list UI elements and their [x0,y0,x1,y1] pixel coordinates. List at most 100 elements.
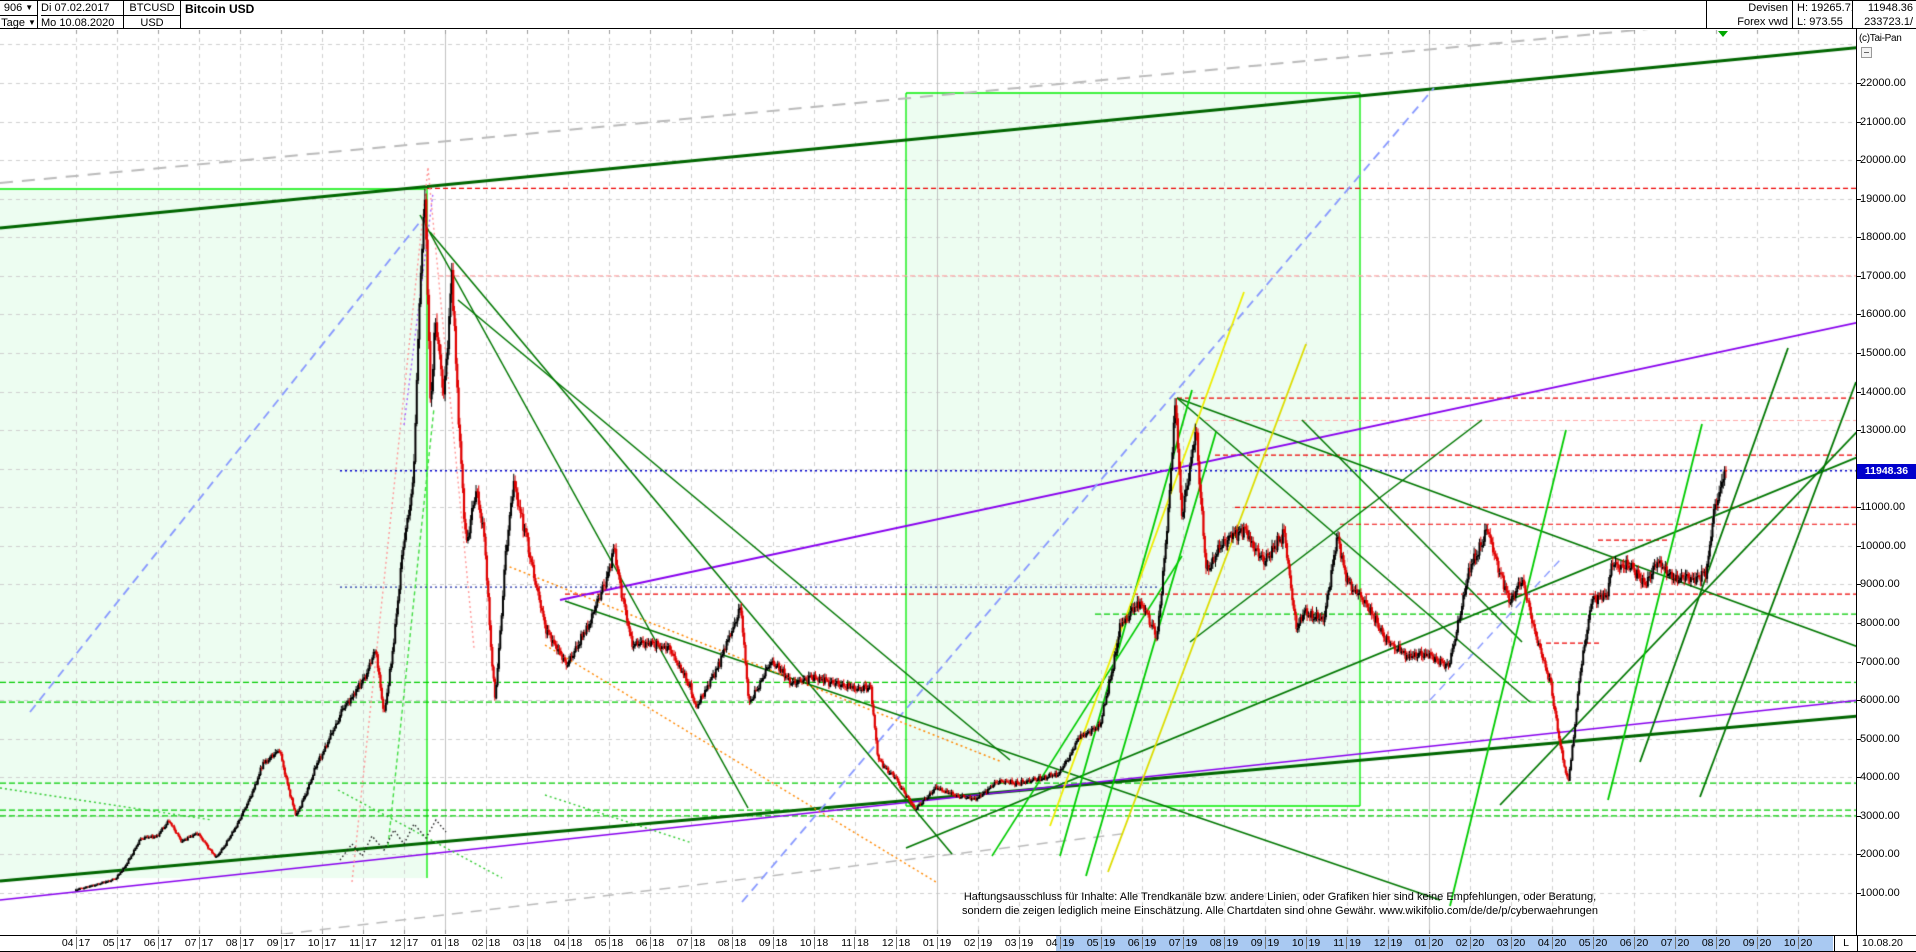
date-tick-label: 11 17 [349,937,377,949]
date-tick-label: 11 19 [1333,937,1361,949]
date-tick-label: 03 20 [1496,937,1526,949]
date-tick-label: 10 18 [799,937,829,949]
copyright-label: (c)Tai-Pan [1859,33,1902,44]
price-tick-label: 20000.00 [1857,154,1916,167]
disclaimer-text: Haftungsausschluss für Inhalte: Alle Tre… [880,891,1680,918]
date-tick-label: 04 18 [553,937,583,949]
date-tick-label: 08 18 [717,937,747,949]
date-tick-label: 11 18 [841,937,869,949]
date-tick-label: 08 19 [1209,937,1239,949]
date-tick-label: 06 18 [635,937,665,949]
date-tick-label: 09 19 [1250,937,1280,949]
source-line2: Forex vwd [1737,16,1788,28]
price-tick-label: 13000.00 [1857,424,1916,437]
date-axis[interactable]: L 10.08.20 04 17 05 17 06 17 07 17 08 17 09 17 10 17 1… [0,935,1916,952]
period-value[interactable]: Tage [1,17,25,29]
date-tick-label: 12 18 [881,937,911,949]
price-tick-label: 16000.00 [1857,308,1916,321]
collapse-icon[interactable] [1861,47,1872,58]
date-tick-label: 06 17 [143,937,173,949]
date-tick-label: 02 20 [1455,937,1485,949]
price-tick-label: 14000.00 [1857,386,1916,399]
date-tick-label: 08 17 [225,937,255,949]
price-tick-label: 3000.00 [1857,810,1916,823]
date-range-highlight [1056,936,1833,951]
price-tick-label: 10000.00 [1857,540,1916,553]
date-tick-label: 07 19 [1168,937,1198,949]
date-tick-label: 03 18 [512,937,542,949]
date-tick-label: 07 17 [184,937,214,949]
date-tick-label: 09 20 [1742,937,1772,949]
date-tick-label: 12 19 [1373,937,1403,949]
price-tick-label: 11000.00 [1857,501,1916,514]
date-tick-label: 08 20 [1701,937,1731,949]
date-tick-label: 04 20 [1537,937,1567,949]
current-bar-marker-icon [1718,31,1728,37]
date-to: Mo 10.08.2020 [41,17,115,29]
session-low: L: 973.55 [1797,16,1843,28]
date-tick-label: 01 19 [922,937,952,949]
date-tick-label: 09 17 [266,937,296,949]
price-tick-label: 2000.00 [1857,848,1916,861]
date-tick-label: 05 20 [1578,937,1608,949]
symbol-cell: BTCUSD USD [124,1,181,29]
price-tick-label: 8000.00 [1857,617,1916,630]
date-tick-label: 04 17 [61,937,91,949]
chart-header: 906 ▼ Tage ▼ Di 07.02.2017 Mo 10.08.2020… [0,0,1916,29]
price-tick-label: 18000.00 [1857,231,1916,244]
chevron-down-icon[interactable]: ▼ [28,18,36,27]
source-line1: Devisen [1748,2,1788,14]
bar-count-dropdown[interactable]: 906 ▼ Tage ▼ [0,1,38,29]
date-tick-label: 06 20 [1619,937,1649,949]
price-tick-label: 4000.00 [1857,771,1916,784]
date-tick-label: 01 18 [430,937,460,949]
price-tick-label: 17000.00 [1857,270,1916,283]
volume-value: 233723.1/ [1864,16,1913,28]
symbol-currency: USD [140,17,164,29]
data-source-cell: Devisen Forex vwd [1706,1,1793,29]
date-tick-label: 02 19 [963,937,993,949]
instrument-title: Bitcoin USD [185,2,255,16]
price-tick-label: 6000.00 [1857,694,1916,707]
price-axis[interactable]: 22000.00 21000.00 20000.00 19000.00 18000.00… [1856,29,1916,935]
date-tick-label: 05 17 [102,937,132,949]
date-tick-label: 07 18 [676,937,706,949]
disclaimer-line1: Haftungsausschluss für Inhalte: Alle Tre… [963,891,1597,903]
symbol-code: BTCUSD [124,1,180,16]
price-tick-label: 7000.00 [1857,656,1916,669]
date-tick-label: 07 20 [1660,937,1690,949]
bar-count-value[interactable]: 906 [3,2,23,14]
price-tick-label: 15000.00 [1857,347,1916,360]
price-tick-label: 5000.00 [1857,733,1916,746]
date-tick-label: 01 20 [1414,937,1444,949]
last-price-cell: 11948.36 233723.1/ [1854,1,1916,29]
last-price-badge: 11948.36 [1857,463,1916,479]
date-tick-label: 12 17 [389,937,419,949]
date-tick-label: 05 19 [1086,937,1116,949]
date-tick-label: 10 19 [1291,937,1321,949]
disclaimer-line2: sondern die zeigen lediglich meine Einsc… [962,904,1598,917]
date-tick-label: 09 18 [758,937,788,949]
date-tick-label: 04 19 [1045,937,1075,949]
price-tick-label: 19000.00 [1857,193,1916,206]
price-tick-label: 21000.00 [1857,116,1916,129]
date-tick-label: 10 17 [307,937,337,949]
date-tick-label: 05 18 [594,937,624,949]
chevron-down-icon[interactable]: ▼ [25,3,34,12]
date-tick-label: 06 19 [1127,937,1157,949]
price-tick-label: 1000.00 [1857,887,1916,900]
date-from: Di 07.02.2017 [41,1,123,16]
last-price-value: 11948.36 [1867,2,1913,14]
date-tick-label: 02 18 [471,937,501,949]
price-tick-label: 22000.00 [1857,77,1916,90]
high-low-cell: H: 19265.71 L: 973.55 [1794,1,1853,29]
session-high: H: 19265.71 [1797,2,1852,14]
last-date-cell: 10.08.20 [1857,936,1916,951]
price-tick-label: 9000.00 [1857,578,1916,591]
date-tick-label: 10 20 [1783,937,1813,949]
date-tick-label: 03 19 [1004,937,1034,949]
last-marker-cell: L [1834,936,1857,951]
date-range-cell: Di 07.02.2017 Mo 10.08.2020 [38,1,124,29]
price-chart-canvas[interactable] [0,30,1856,934]
